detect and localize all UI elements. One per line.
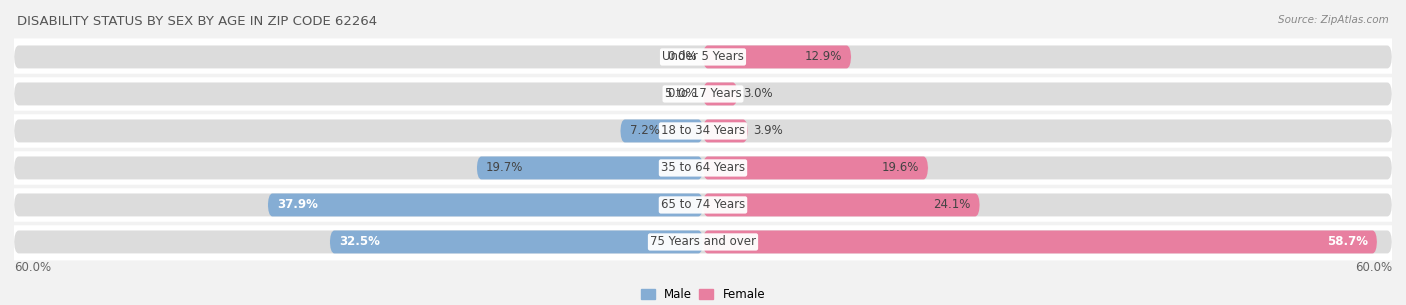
FancyBboxPatch shape (330, 231, 703, 253)
FancyBboxPatch shape (8, 75, 1398, 113)
FancyBboxPatch shape (8, 186, 1398, 224)
Text: 18 to 34 Years: 18 to 34 Years (661, 124, 745, 138)
Text: 19.6%: 19.6% (882, 161, 920, 174)
Text: Source: ZipAtlas.com: Source: ZipAtlas.com (1278, 15, 1389, 25)
FancyBboxPatch shape (14, 120, 1392, 142)
FancyBboxPatch shape (8, 149, 1398, 186)
FancyBboxPatch shape (477, 156, 703, 179)
FancyBboxPatch shape (703, 82, 738, 106)
FancyBboxPatch shape (8, 113, 1398, 149)
FancyBboxPatch shape (703, 120, 748, 142)
FancyBboxPatch shape (703, 231, 1376, 253)
FancyBboxPatch shape (267, 193, 703, 217)
FancyBboxPatch shape (8, 38, 1398, 75)
Text: 5 to 17 Years: 5 to 17 Years (665, 88, 741, 100)
Text: 7.2%: 7.2% (630, 124, 659, 138)
Text: 60.0%: 60.0% (1355, 261, 1392, 274)
Text: 58.7%: 58.7% (1327, 235, 1368, 249)
Text: 0.0%: 0.0% (668, 50, 697, 63)
FancyBboxPatch shape (14, 231, 1392, 253)
FancyBboxPatch shape (14, 193, 1392, 217)
Text: 37.9%: 37.9% (277, 199, 318, 211)
FancyBboxPatch shape (14, 156, 1392, 179)
Text: 19.7%: 19.7% (486, 161, 523, 174)
Text: 24.1%: 24.1% (934, 199, 970, 211)
Text: 35 to 64 Years: 35 to 64 Years (661, 161, 745, 174)
Text: 0.0%: 0.0% (668, 88, 697, 100)
Text: 32.5%: 32.5% (339, 235, 380, 249)
FancyBboxPatch shape (620, 120, 703, 142)
FancyBboxPatch shape (703, 45, 851, 68)
FancyBboxPatch shape (703, 156, 928, 179)
FancyBboxPatch shape (14, 82, 1392, 106)
Legend: Male, Female: Male, Female (636, 284, 770, 305)
Text: 60.0%: 60.0% (14, 261, 51, 274)
FancyBboxPatch shape (14, 45, 1392, 68)
FancyBboxPatch shape (8, 224, 1398, 260)
Text: 12.9%: 12.9% (804, 50, 842, 63)
Text: 75 Years and over: 75 Years and over (650, 235, 756, 249)
Text: 3.0%: 3.0% (744, 88, 773, 100)
Text: 65 to 74 Years: 65 to 74 Years (661, 199, 745, 211)
FancyBboxPatch shape (703, 193, 980, 217)
Text: Under 5 Years: Under 5 Years (662, 50, 744, 63)
Text: DISABILITY STATUS BY SEX BY AGE IN ZIP CODE 62264: DISABILITY STATUS BY SEX BY AGE IN ZIP C… (17, 15, 377, 28)
Text: 3.9%: 3.9% (754, 124, 783, 138)
